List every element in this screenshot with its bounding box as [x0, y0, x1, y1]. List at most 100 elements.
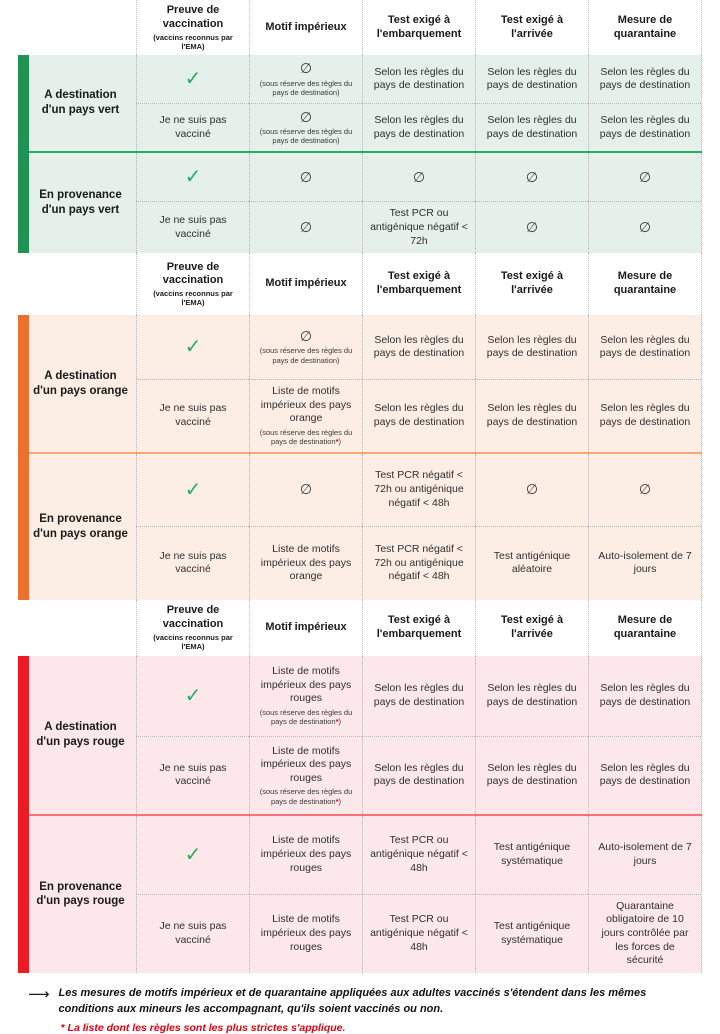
cell-test-arrival: Selon les règles du pays de destination: [475, 655, 588, 736]
cell-quarantine: Auto-isolement de 7 jours: [588, 815, 701, 894]
header-vaccination-sub: (vaccins reconnus par l'EMA): [153, 289, 233, 308]
cell-vaccinated: ✓: [136, 55, 249, 104]
header-test-departure: Test exigé à l'embarquement: [362, 253, 475, 316]
green-section-divider: [29, 151, 702, 154]
header-quarantine: Mesure de quarantaine: [588, 599, 701, 656]
cell-motif: Liste de motifs impérieux des pays orang…: [249, 525, 362, 600]
orange-section-divider: [29, 451, 702, 454]
not-required-icon: ∅: [412, 168, 426, 185]
green-destination-subtable: A destination d'un pays vert ✓ ∅ (sous r…: [18, 55, 702, 152]
not-required-icon: ∅: [638, 219, 652, 236]
header-quarantine: Mesure de quarantaine: [588, 253, 701, 316]
red-country-section: A destination d'un pays rouge ✓ Liste de…: [18, 655, 702, 974]
cell-motif: ∅: [249, 453, 362, 526]
cell-test-departure: Test PCR ou antigénique négatif < 48h: [362, 893, 475, 974]
reserve-subnote-close: ): [338, 437, 342, 447]
cell-test-departure: Selon les règles du pays de destination: [362, 735, 475, 814]
motif-list-text: Liste de motifs impérieux des pays orang…: [260, 385, 352, 425]
red-asterisk: *: [335, 796, 339, 806]
green-country-section: A destination d'un pays vert ✓ ∅ (sous r…: [18, 55, 702, 254]
vaccinated-check-icon: ✓: [184, 68, 202, 91]
cell-quarantine: ∅: [588, 153, 701, 202]
cell-test-departure: ∅: [362, 153, 475, 202]
cell-quarantine: ∅: [588, 453, 701, 526]
cell-not-vaccinated: Je ne suis pas vacciné: [136, 735, 249, 814]
cell-test-departure: Selon les règles du pays de destination: [362, 55, 475, 104]
header-motif: Motif impérieux: [249, 0, 362, 56]
cell-test-departure: Selon les règles du pays de destination: [362, 655, 475, 736]
reserve-subnote: (sous réserve des règles du pays de dest…: [259, 346, 353, 365]
not-required-icon: ∅: [299, 328, 313, 345]
cell-quarantine: Quarantaine obligatoire de 10 jours cont…: [588, 893, 701, 974]
orange-country-section: A destination d'un pays orange ✓ ∅ (sous…: [18, 315, 702, 600]
reserve-subnote: (sous réserve des règles du pays de dest…: [259, 78, 353, 97]
green-section-bar: [18, 55, 29, 254]
header-test-arrival: Test exigé à l'arrivée: [475, 253, 588, 316]
cell-not-vaccinated: Je ne suis pas vacciné: [136, 201, 249, 254]
vaccinated-check-icon: ✓: [184, 843, 202, 866]
red-provenance-label: En provenance d'un pays rouge: [36, 880, 125, 908]
red-asterisk: *: [335, 437, 339, 447]
cell-vaccinated: ✓: [136, 815, 249, 894]
cell-test-arrival: Selon les règles du pays de destination: [475, 103, 588, 152]
notes-block: Les mesures de motifs impérieux et de qu…: [59, 986, 688, 1034]
note-strictest-rules: * La liste dont les règles sont les plus…: [61, 1022, 688, 1034]
cell-test-arrival: ∅: [475, 453, 588, 526]
orange-destination-subtable: A destination d'un pays orange ✓ ∅ (sous…: [18, 315, 702, 452]
not-required-icon: ∅: [299, 481, 313, 498]
vaccinated-check-icon: ✓: [184, 684, 202, 707]
cell-vaccinated: ✓: [136, 453, 249, 526]
header-spacer: [18, 0, 136, 55]
green-destination-label: A destination d'un pays vert: [41, 89, 120, 117]
orange-section-bar: [18, 315, 29, 600]
cell-quarantine: Auto-isolement de 7 jours: [588, 525, 701, 600]
header-test-departure: Test exigé à l'embarquement: [362, 0, 475, 56]
red-provenance-subtable: En provenance d'un pays rouge ✓ Liste de…: [18, 815, 702, 974]
cell-test-departure: Selon les règles du pays de destination: [362, 103, 475, 152]
header-vaccination-sub: (vaccins reconnus par l'EMA): [153, 32, 233, 51]
reserve-subnote: (sous réserve des règles du pays de dest…: [257, 787, 355, 806]
red-destination-label: A destination d'un pays rouge: [36, 720, 125, 748]
header-quarantine: Mesure de quarantaine: [588, 0, 701, 56]
reserve-subnote-close: ): [338, 796, 342, 806]
cell-motif: Liste de motifs impérieux des pays rouge…: [249, 815, 362, 894]
reserve-subnote: (sous réserve des règles du pays de dest…: [257, 428, 355, 447]
header-spacer: [18, 600, 136, 656]
vaccinated-check-icon: ✓: [184, 336, 202, 359]
rules-table: Preuve de vaccination (vaccins reconnus …: [18, 0, 702, 974]
cell-test-departure: Test PCR négatif < 72h ou antigénique né…: [362, 525, 475, 600]
red-section-bar: [18, 655, 29, 974]
header-spacer: [18, 253, 136, 315]
header-vaccination: Preuve de vaccination (vaccins reconnus …: [136, 0, 249, 56]
cell-vaccinated: ✓: [136, 153, 249, 202]
note-strictest-rules-text: La liste dont les règles sont les plus s…: [64, 1021, 346, 1034]
cell-motif: ∅ (sous réserve des règles du pays de de…: [249, 103, 362, 152]
cell-vaccinated: ✓: [136, 655, 249, 736]
red-destination-subtable: A destination d'un pays rouge ✓ Liste de…: [18, 655, 702, 814]
not-required-icon: ∅: [299, 219, 313, 236]
header-motif: Motif impérieux: [249, 599, 362, 656]
column-header-row-orange: Preuve de vaccination (vaccins reconnus …: [18, 253, 702, 316]
reserve-subnote: (sous réserve des règles du pays de dest…: [257, 708, 355, 727]
reserve-subnote-text: (sous réserve des règles du pays de dest…: [259, 428, 353, 447]
column-header-row-red: Preuve de vaccination (vaccins reconnus …: [18, 599, 702, 656]
cell-test-arrival: ∅: [475, 153, 588, 202]
not-required-icon: ∅: [638, 481, 652, 498]
cell-test-departure: Selon les règles du pays de destination: [362, 315, 475, 380]
note-minors: Les mesures de motifs impérieux et de qu…: [58, 987, 647, 1015]
footer-notes: ⟶ Les mesures de motifs impérieux et de …: [28, 986, 688, 1034]
cell-vaccinated: ✓: [136, 315, 249, 380]
cell-test-arrival: Selon les règles du pays de destination: [475, 55, 588, 104]
header-test-arrival: Test exigé à l'arrivée: [475, 0, 588, 56]
cell-test-departure: Test PCR ou antigénique négatif < 48h: [362, 815, 475, 894]
not-required-icon: ∅: [638, 168, 652, 185]
vaccinated-check-icon: ✓: [184, 166, 202, 189]
cell-motif: Liste de motifs impérieux des pays rouge…: [249, 893, 362, 974]
red-section-divider: [29, 813, 702, 816]
header-vaccination: Preuve de vaccination (vaccins reconnus …: [136, 599, 249, 656]
cell-quarantine: Selon les règles du pays de destination: [588, 379, 701, 452]
header-vaccination-title: Preuve de vaccination: [162, 604, 224, 630]
motif-list-text: Liste de motifs impérieux des pays rouge…: [260, 744, 352, 784]
orange-provenance-label: En provenance d'un pays orange: [33, 512, 128, 540]
header-vaccination-sub: (vaccins reconnus par l'EMA): [153, 632, 233, 652]
